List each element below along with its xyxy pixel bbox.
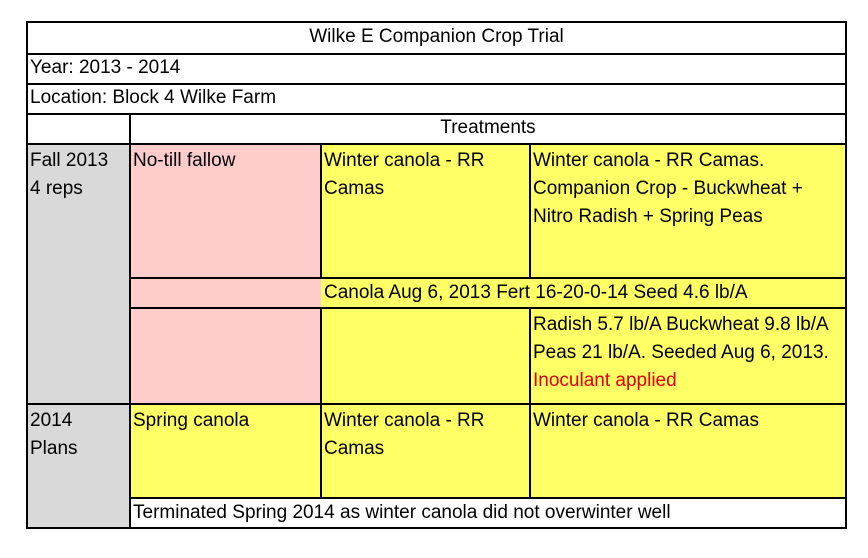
fall-label-line2: 4 reps: [30, 178, 83, 199]
fallow-lower-cell: [130, 308, 321, 404]
plans-winter-canola-cell: Winter canola - RR Camas: [321, 404, 530, 498]
fallow-spacer-cell: [130, 278, 321, 308]
plans-label-line1: 2014: [30, 410, 73, 431]
hline-plans: [26, 403, 847, 405]
seed-rate-note-cell: Radish 5.7 lb/A Buckwheat 9.8 lb/A Peas …: [530, 308, 846, 404]
fall-companion-crop-cell: Winter canola - RR Camas. Companion Crop…: [530, 144, 846, 278]
plans-winter-canola-camas-cell: Winter canola - RR Camas: [530, 404, 846, 498]
fall-2013-label: Fall 2013 4 reps: [27, 144, 130, 404]
winter-canola-lower-cell: [321, 308, 530, 404]
fall-winter-canola-cell: Winter canola - RR Camas: [321, 144, 530, 278]
no-till-fallow-cell: No-till fallow: [130, 144, 321, 278]
border-right: [845, 21, 847, 529]
hline-location: [26, 113, 847, 115]
hline-canola-row: [129, 307, 847, 309]
vline-col1-lower: [320, 307, 322, 498]
terminated-note: Terminated Spring 2014 as winter canola …: [130, 498, 846, 528]
canola-seeding-row: Canola Aug 6, 2013 Fert 16-20-0-14 Seed …: [321, 278, 846, 308]
hline-year: [26, 83, 847, 85]
hline-fall-upper: [129, 277, 847, 279]
vline-label-col: [129, 113, 131, 528]
border-top: [26, 21, 847, 23]
table-title: Wilke E Companion Crop Trial: [27, 22, 846, 54]
hline-title: [26, 53, 847, 55]
hline-treatments: [26, 143, 847, 145]
plans-2014-label: 2014 Plans: [27, 404, 130, 528]
vline-col2-upper: [529, 143, 531, 278]
location-row: Location: Block 4 Wilke Farm: [27, 84, 846, 114]
border-left: [26, 21, 28, 529]
treatments-header: Treatments: [130, 114, 846, 144]
spring-canola-cell: Spring canola: [130, 404, 321, 498]
plans-label-line2: Plans: [30, 438, 78, 459]
year-row: Year: 2013 - 2014: [27, 54, 846, 84]
seed-rate-note: Radish 5.7 lb/A Buckwheat 9.8 lb/A Peas …: [533, 314, 829, 363]
fall-label-line1: Fall 2013: [30, 150, 109, 171]
border-bottom: [26, 527, 847, 529]
vline-col1-upper: [320, 143, 322, 278]
inoculant-note: Inoculant applied: [533, 370, 677, 391]
vline-col2-lower: [529, 307, 531, 498]
hline-terminated: [129, 497, 847, 499]
